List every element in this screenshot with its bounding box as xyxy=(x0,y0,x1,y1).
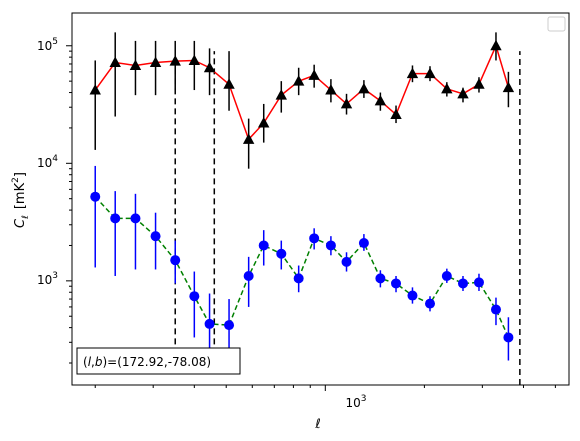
triangle-marker xyxy=(340,97,353,109)
triangle-marker xyxy=(188,54,201,65)
circle-marker xyxy=(473,277,484,288)
triangle-marker xyxy=(129,59,142,70)
circle-marker xyxy=(407,290,418,301)
triangle-marker xyxy=(441,82,453,94)
y-tick-label: 103 xyxy=(37,271,58,287)
circle-marker xyxy=(424,298,435,309)
x-axis-label: ℓ xyxy=(314,417,320,432)
circle-marker xyxy=(457,278,468,289)
triangle-marker xyxy=(424,67,436,79)
triangle-marker xyxy=(203,61,216,73)
circle-marker xyxy=(170,255,181,266)
circle-marker xyxy=(224,320,235,331)
triangle-marker xyxy=(308,69,320,80)
circle-marker xyxy=(441,270,452,281)
circle-marker xyxy=(130,213,141,224)
circle-marker xyxy=(258,240,269,251)
annotation-box xyxy=(76,347,241,375)
circle-marker xyxy=(391,278,402,289)
y-axis-label: Cℓ[mK2] xyxy=(11,172,31,228)
plot-area xyxy=(72,13,569,385)
circle-marker xyxy=(358,237,369,248)
y-tick-label: 104 xyxy=(37,154,58,170)
triangle-marker xyxy=(258,117,270,128)
circle-marker xyxy=(503,332,514,343)
circle-marker xyxy=(204,318,215,329)
circle-marker xyxy=(90,191,101,202)
triangle-marker xyxy=(223,78,235,89)
triangle-marker xyxy=(457,87,469,99)
circle-marker xyxy=(189,291,200,302)
vertical-lines xyxy=(174,51,521,385)
circle-marker xyxy=(309,233,320,244)
triangle-marker xyxy=(502,81,515,93)
axis-ticks xyxy=(66,45,556,391)
y-tick-label: 105 xyxy=(37,37,58,53)
triangle-marker xyxy=(275,89,287,100)
triangle-marker xyxy=(89,84,101,95)
data-markers xyxy=(89,39,515,343)
circle-marker xyxy=(110,213,121,224)
circle-marker xyxy=(375,273,386,284)
circle-marker xyxy=(341,256,352,267)
triangle-marker xyxy=(149,56,162,68)
legend-box xyxy=(547,16,566,32)
circle-marker xyxy=(243,270,254,281)
circle-marker xyxy=(276,248,287,259)
triangle-marker xyxy=(109,56,121,68)
circle-marker xyxy=(325,240,336,251)
x-tick-label: 103 xyxy=(345,394,366,410)
triangle-marker xyxy=(490,39,502,51)
triangle-marker xyxy=(473,78,485,89)
triangle-marker xyxy=(390,108,402,120)
triangle-marker xyxy=(374,94,387,106)
annotation-text: (l,b)=(172.92,-78.08) xyxy=(83,355,211,369)
circle-marker xyxy=(150,231,161,242)
circle-marker xyxy=(293,273,304,284)
triangle-marker xyxy=(292,75,305,86)
circle-marker xyxy=(490,304,501,315)
triangle-marker xyxy=(358,82,370,94)
triangle-marker xyxy=(325,84,337,95)
triangle-marker xyxy=(242,133,255,144)
triangle-marker xyxy=(406,67,419,79)
triangle-marker xyxy=(169,55,181,66)
